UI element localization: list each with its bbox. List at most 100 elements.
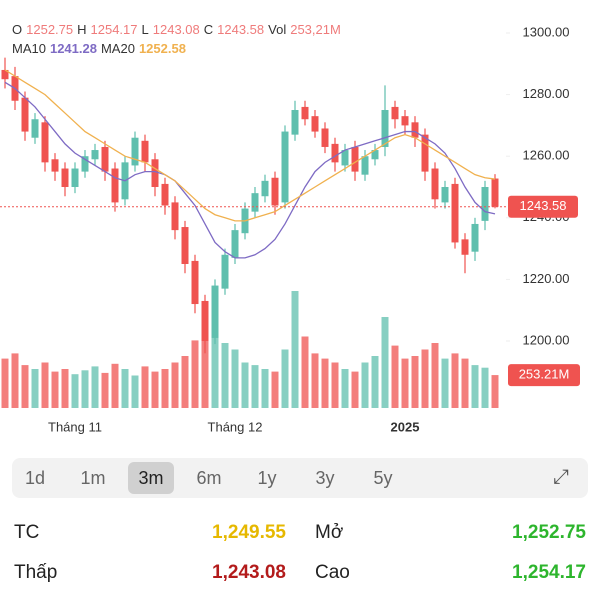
range-bar: 1d 1m 3m 6m 1y 3y 5y (12, 458, 588, 498)
range-button[interactable]: 1d (24, 468, 46, 488)
volume-bar (311, 353, 319, 408)
candle-body (31, 119, 39, 138)
volume-bar (451, 353, 459, 408)
volume-bar (31, 369, 39, 408)
range-button[interactable]: 3y (315, 468, 335, 488)
candle-body (361, 156, 369, 175)
volume-bar (461, 358, 469, 408)
candle-body (491, 178, 499, 207)
candle-body (481, 187, 489, 221)
candle-body (181, 227, 189, 264)
volume-bar (161, 369, 169, 408)
candle-body (421, 134, 429, 172)
candle-body (131, 137, 139, 166)
candle-body (221, 254, 229, 289)
candle-body (231, 230, 239, 258)
header-item: 1254.17 (91, 22, 138, 37)
volume-bar (371, 356, 379, 408)
y-tick-label: 1200.00 (523, 332, 570, 347)
volume-bar (241, 362, 249, 408)
ma-item: 1252.58 (139, 41, 186, 56)
candle-body (251, 193, 259, 212)
candle-body (151, 159, 159, 187)
volume-bar (81, 370, 89, 408)
ma-legend: MA10 1241.28 MA20 1252.58 (12, 41, 186, 56)
stat-value: 1,249.55 (212, 522, 286, 543)
header-item: 1243.08 (153, 22, 200, 37)
candle-body (381, 110, 389, 147)
candle-body (321, 128, 329, 147)
candle-body (371, 150, 379, 160)
volume-bar (281, 349, 289, 408)
x-tick-label: 2025 (391, 419, 420, 434)
header-item: C (204, 22, 213, 37)
volume-bar (11, 353, 19, 408)
candle-body (41, 122, 49, 163)
candle-body (471, 223, 479, 252)
header-item: H (77, 22, 86, 37)
volume-bar (391, 345, 399, 408)
volume-bar (291, 291, 299, 408)
candle-body (171, 202, 179, 231)
price-tag-label: 1243.58 (520, 198, 567, 213)
stat-label: TC (14, 522, 40, 543)
volume-bar (421, 349, 429, 408)
volume-bar (171, 362, 179, 408)
candle-body (301, 106, 309, 120)
ma-line (4, 81, 496, 259)
candle-body (341, 150, 349, 166)
volume-tag (508, 364, 580, 387)
y-tick-label: 1220.00 (523, 271, 570, 286)
volume-bar (361, 362, 369, 408)
candle-body (441, 187, 449, 203)
range-button[interactable]: 5y (373, 468, 393, 488)
volume-bar (61, 369, 69, 408)
volume-bar (251, 365, 259, 408)
candle-body (461, 239, 469, 255)
volume-bar (121, 369, 129, 408)
candle-body (21, 97, 29, 132)
expand-icon[interactable]: ⤢ (553, 466, 569, 488)
range-button[interactable]: 1y (257, 468, 277, 488)
stat-label: Cao (315, 562, 350, 583)
volume-bar (301, 336, 309, 408)
volume-bar (21, 365, 29, 408)
volume-bar (401, 358, 409, 408)
volume-bar (181, 356, 189, 408)
volume-bar (341, 369, 349, 408)
volume-bar (441, 358, 449, 408)
stat-value: 1,243.08 (212, 562, 286, 583)
volume-bar (41, 362, 49, 408)
candle-body (431, 168, 439, 200)
candle-body (261, 180, 269, 197)
candle-body (211, 285, 219, 338)
candle-body (451, 183, 459, 243)
volume-bar (71, 374, 79, 408)
volume-bar (331, 362, 339, 408)
candle-body (351, 146, 359, 172)
candle-body (271, 177, 279, 206)
volume-bar (471, 365, 479, 408)
y-tick-label: 1280.00 (523, 86, 570, 101)
volume-bar (261, 369, 269, 408)
range-button[interactable]: 6m (196, 468, 222, 488)
header-item: O (12, 22, 22, 37)
ma-item: MA10 (12, 41, 46, 56)
candle-body (191, 260, 199, 305)
range-button[interactable]: 1m (80, 468, 106, 488)
candle-body (71, 168, 79, 187)
volume-bar (191, 340, 199, 408)
candle-body (331, 143, 339, 163)
chart: O 1252.75 H 1254.17 L 1243.08 C 1243.58 Vol 253,2… (0, 22, 580, 434)
candle-body (411, 122, 419, 138)
volume-tag-label: 253.21M (519, 367, 570, 382)
x-tick-label: Tháng 12 (208, 419, 263, 434)
range-button[interactable]: 3m (128, 462, 174, 494)
header-item: 1243.58 (217, 22, 264, 37)
candle-body (101, 146, 109, 172)
stat-label: Mở (315, 522, 344, 543)
header-item: L (142, 22, 149, 37)
volume-bar (431, 343, 439, 408)
volume-bar (231, 349, 239, 408)
